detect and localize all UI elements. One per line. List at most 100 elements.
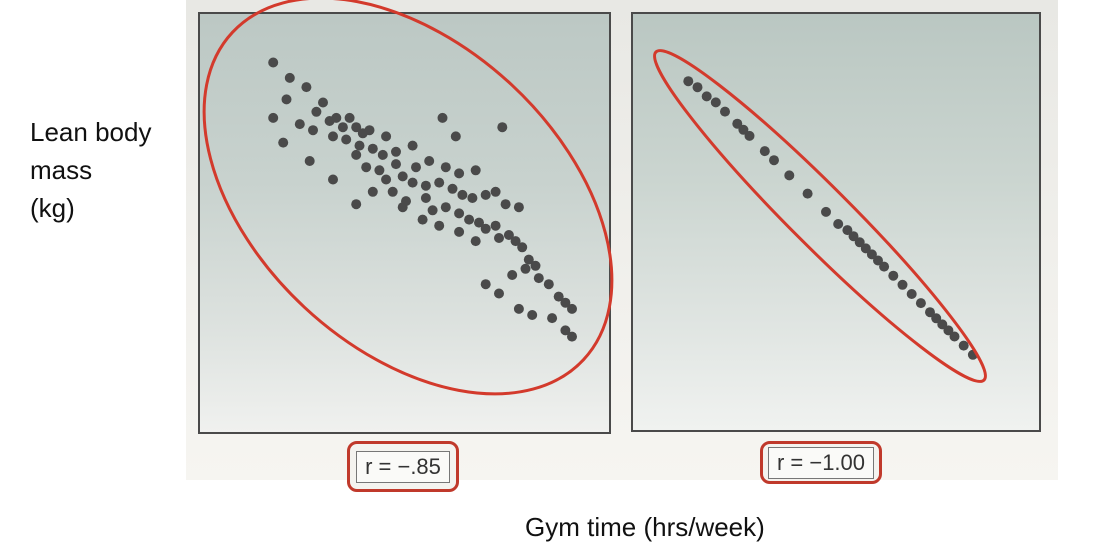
data-point [331, 112, 342, 123]
data-point [351, 199, 362, 210]
data-point [301, 82, 312, 93]
data-point [821, 206, 831, 217]
correlation-badge-left: r = −.85 [347, 441, 459, 492]
data-point [949, 331, 960, 342]
data-point [906, 289, 917, 299]
data-point [440, 202, 451, 213]
y-axis-label: Lean body mass (kg) [30, 117, 152, 223]
data-point [873, 255, 883, 266]
data-point [387, 186, 398, 197]
data-point [879, 261, 890, 272]
data-point [411, 162, 421, 173]
data-point [513, 202, 524, 213]
data-point [513, 303, 524, 314]
data-point [361, 162, 372, 173]
data-point [397, 202, 408, 213]
data-point [692, 82, 703, 93]
data-point [294, 119, 305, 130]
scatter-plot-right [683, 76, 978, 360]
data-point [520, 263, 531, 274]
data-point [417, 214, 428, 225]
data-point [311, 106, 322, 117]
correlation-badge-right: r = −1.00 [760, 441, 882, 484]
data-point [897, 279, 908, 290]
data-point [854, 237, 865, 248]
data-point [560, 325, 571, 336]
data-point [391, 159, 401, 170]
data-point [888, 270, 899, 281]
data-point [567, 303, 577, 314]
scatter-panel-right [631, 12, 1041, 432]
correlation-label-right: r = −1.00 [767, 446, 875, 479]
data-point [434, 177, 445, 188]
data-point [842, 225, 853, 236]
data-point [464, 214, 475, 225]
data-point [450, 131, 461, 142]
data-point [784, 170, 795, 181]
data-point [407, 177, 418, 188]
data-point [738, 124, 749, 135]
data-point [732, 118, 743, 129]
data-point [759, 146, 770, 157]
data-point [377, 149, 388, 160]
data-point [374, 165, 385, 176]
data-point [424, 156, 435, 166]
data-point [454, 226, 465, 237]
data-point [454, 168, 465, 179]
highlight-ellipse-right [653, 49, 987, 383]
data-point [454, 208, 465, 219]
data-point [802, 188, 813, 199]
x-axis-label: Gym time (hrs/week) [525, 512, 765, 542]
highlight-ellipse-left [202, 0, 614, 396]
data-point [447, 183, 458, 194]
data-point [833, 219, 844, 229]
data-point [943, 325, 954, 336]
data-point [517, 242, 528, 253]
data-point [848, 231, 859, 242]
data-point [553, 291, 564, 302]
data-point [494, 288, 504, 299]
data-point [490, 220, 501, 231]
data-point [427, 205, 438, 216]
data-point [281, 94, 292, 105]
data-point [467, 193, 478, 203]
data-point [351, 122, 362, 133]
data-point [931, 313, 942, 324]
data-point [769, 155, 779, 166]
data-point [744, 130, 755, 141]
data-point [860, 243, 871, 254]
data-point [284, 72, 295, 83]
data-point [480, 189, 491, 200]
data-point [381, 131, 392, 142]
data-point [958, 340, 969, 351]
data-point [533, 273, 544, 284]
data-point [457, 189, 468, 200]
data-point [490, 186, 501, 197]
data-point [328, 131, 338, 142]
data-point [937, 319, 948, 330]
data-point [397, 171, 408, 182]
data-point [351, 149, 362, 160]
data-point [437, 112, 448, 123]
data-point [420, 180, 431, 191]
data-point [381, 174, 392, 185]
data-point [407, 140, 418, 151]
data-point [354, 140, 365, 151]
scatter-panel-left [198, 12, 611, 434]
correlation-label-left: r = −.85 [356, 450, 450, 483]
data-point [434, 220, 445, 231]
data-point [480, 223, 491, 234]
data-point [710, 97, 721, 108]
data-point [337, 122, 348, 133]
data-point [494, 233, 504, 243]
data-point [367, 143, 378, 154]
data-point [268, 57, 279, 68]
data-point [344, 112, 355, 123]
data-point [341, 134, 352, 145]
data-point [527, 310, 538, 320]
data-point [470, 236, 481, 247]
data-point [683, 76, 694, 87]
data-point [500, 199, 511, 210]
data-point [510, 236, 521, 247]
